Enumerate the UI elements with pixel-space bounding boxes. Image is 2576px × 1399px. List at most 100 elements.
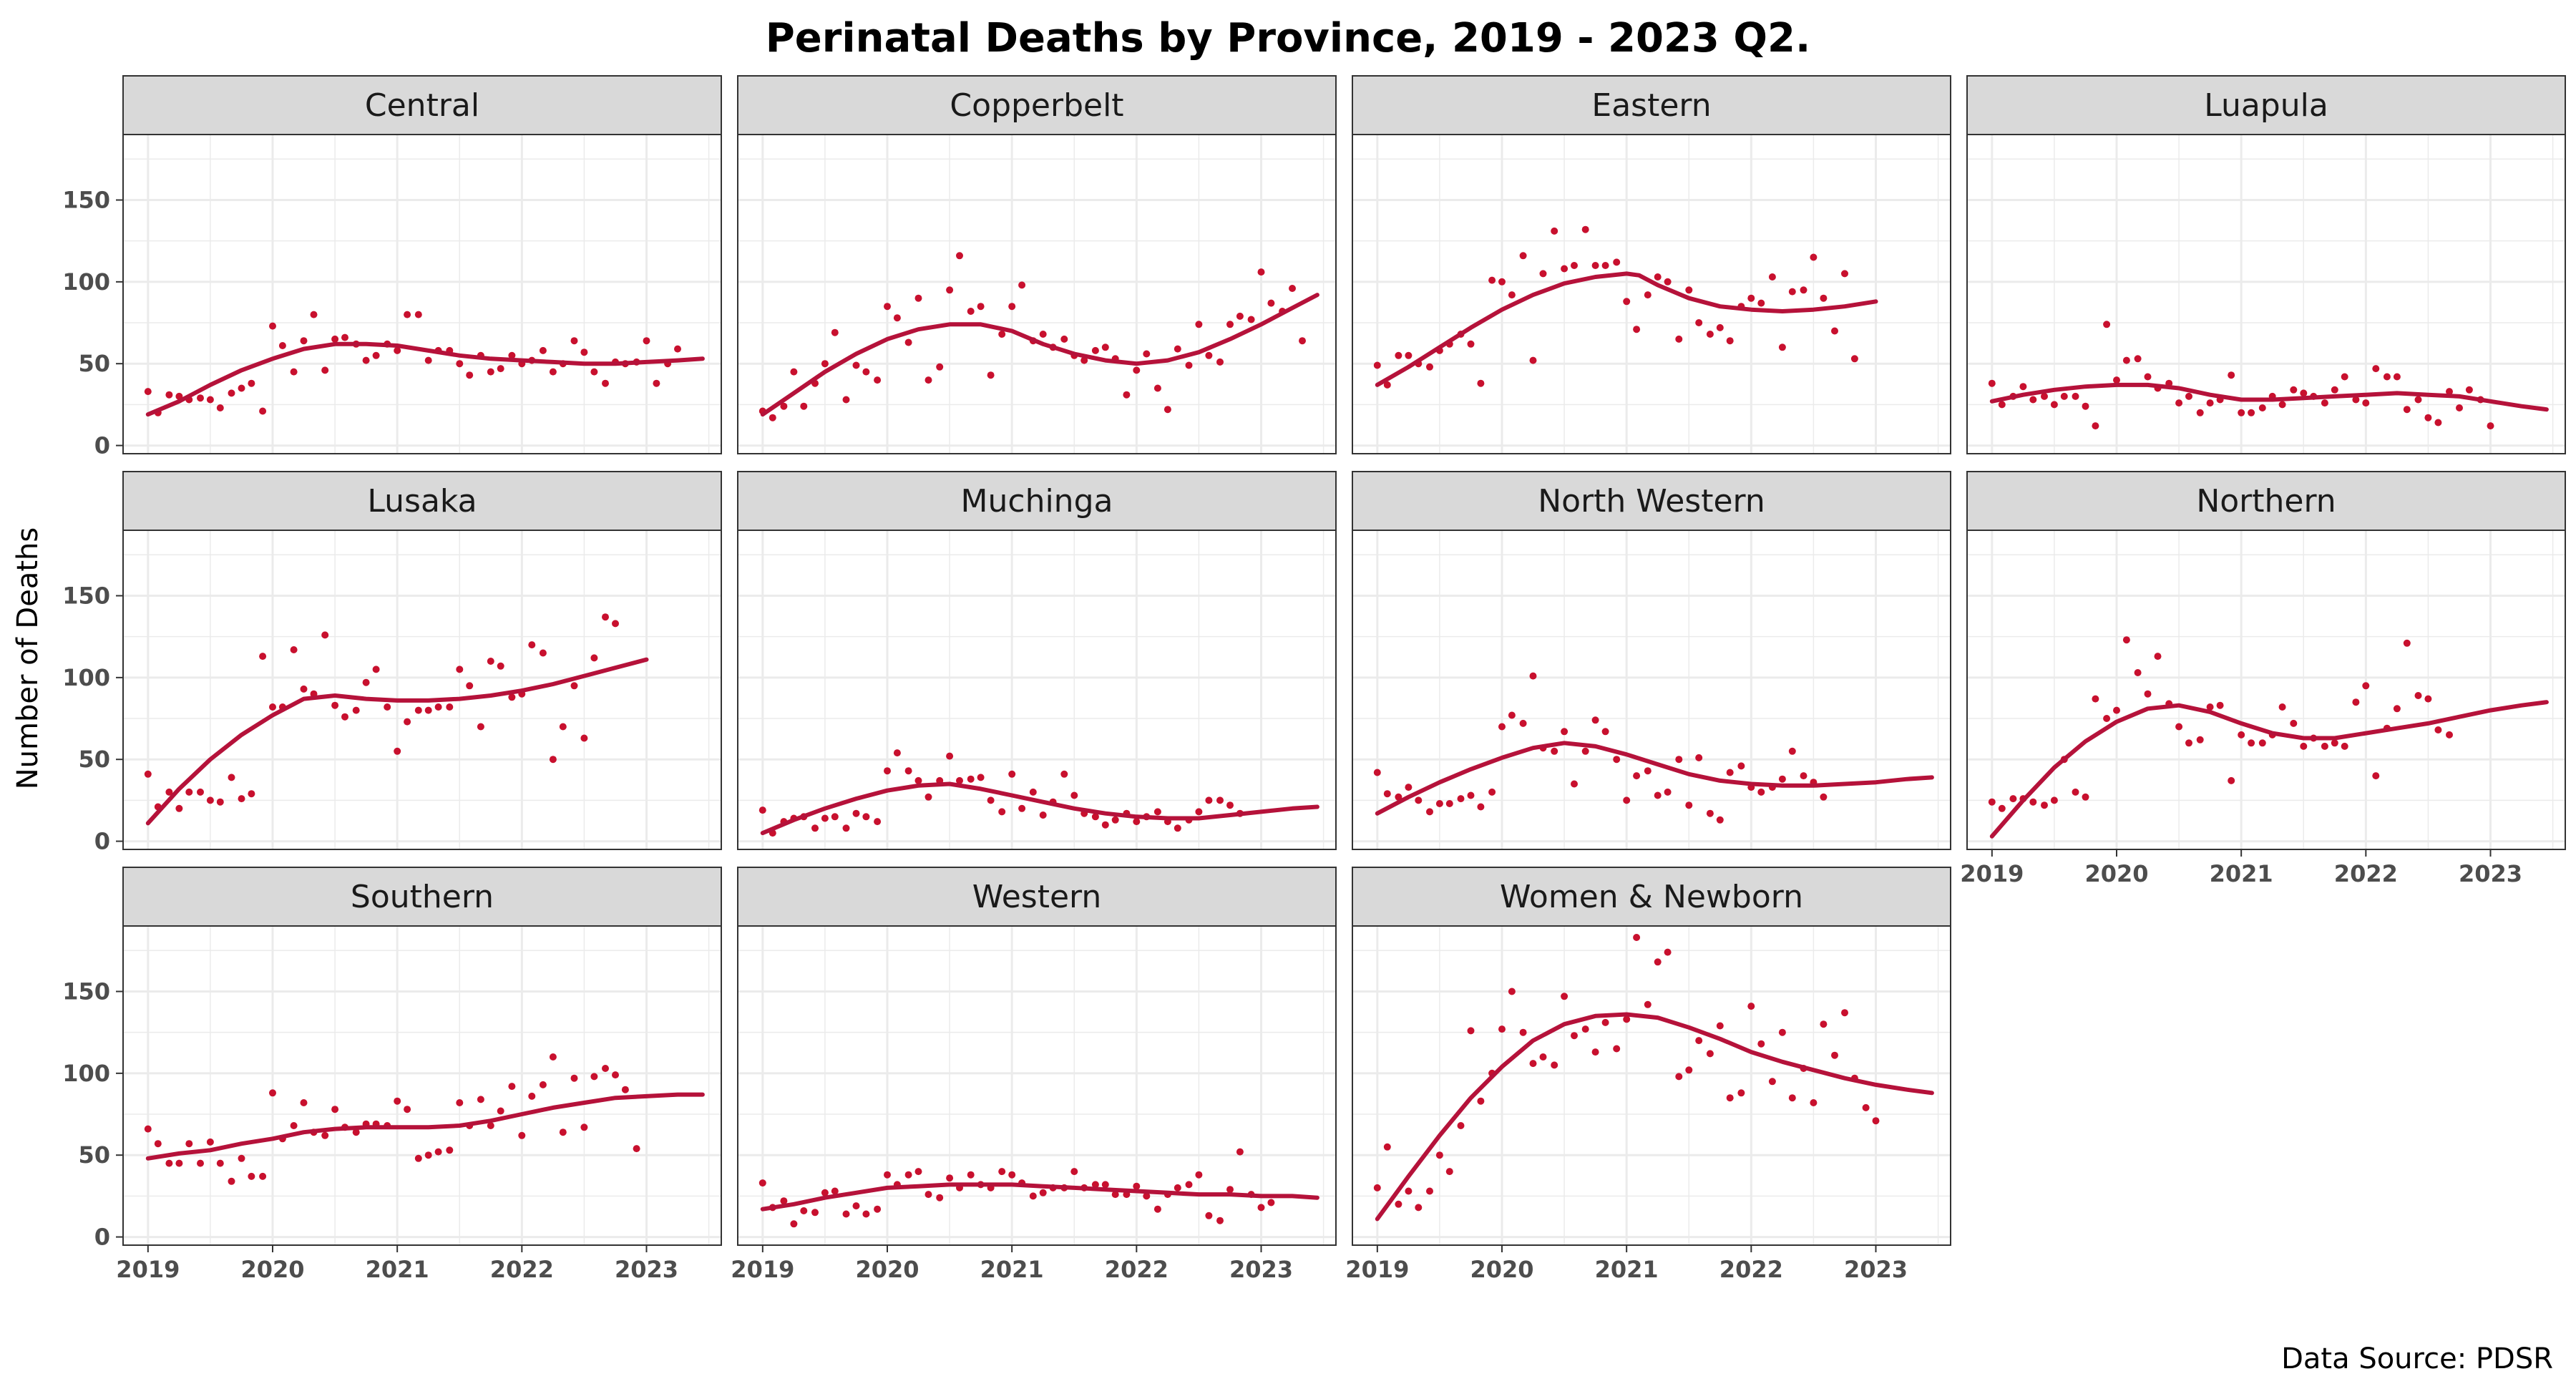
data-point (1810, 1099, 1818, 1106)
data-point (2383, 373, 2391, 381)
data-point (331, 335, 339, 343)
data-point (2092, 422, 2099, 430)
data-point (2072, 392, 2079, 400)
data-point (528, 1092, 536, 1100)
data-point (1373, 769, 1381, 776)
data-point (154, 1140, 162, 1148)
data-point (165, 1159, 173, 1167)
data-point (998, 331, 1006, 338)
data-point (1008, 770, 1016, 778)
data-point (228, 774, 235, 781)
data-point (1539, 270, 1547, 278)
data-point (1529, 1060, 1537, 1068)
data-point (780, 1197, 788, 1205)
data-point (248, 1172, 255, 1180)
data-point (842, 824, 850, 832)
data-point (2362, 399, 2370, 407)
data-point (1778, 343, 1786, 351)
data-point (1133, 366, 1141, 374)
data-source-caption: Data Source: PDSR (2281, 1342, 2553, 1375)
data-point (1675, 1073, 1683, 1081)
panel-background (1352, 926, 1951, 1245)
data-point (1581, 1025, 1589, 1033)
data-point (2403, 639, 2411, 647)
data-point (2050, 401, 2058, 409)
data-point (842, 396, 850, 404)
data-point (1633, 326, 1641, 333)
data-point (1133, 818, 1141, 826)
data-point (1029, 788, 1037, 796)
data-point (612, 620, 619, 628)
data-point (2228, 776, 2235, 784)
x-tick-label: 2021 (980, 1256, 1044, 1283)
data-point (424, 356, 432, 364)
data-point (321, 366, 329, 374)
data-point (1426, 808, 1433, 816)
data-point (790, 1220, 798, 1228)
data-point (559, 723, 567, 731)
data-point (2122, 636, 2130, 644)
data-point (1174, 824, 1181, 832)
data-point (1788, 747, 1796, 755)
data-point (269, 703, 276, 711)
data-point (2009, 795, 2017, 803)
data-point (914, 294, 922, 302)
data-point (1405, 784, 1413, 791)
data-point (269, 1089, 276, 1097)
data-point (1737, 1089, 1745, 1097)
x-tick-label: 2021 (2210, 860, 2273, 887)
data-point (2278, 401, 2286, 409)
data-point (1778, 1028, 1786, 1036)
data-point (590, 368, 598, 376)
data-point (2393, 373, 2401, 381)
strip-label: Western (972, 879, 1101, 915)
data-point (1039, 811, 1047, 819)
x-tick-label: 2020 (855, 1256, 919, 1283)
x-tick-label: 2022 (2334, 860, 2398, 887)
y-tick-label: 50 (78, 1141, 110, 1169)
data-point (1561, 993, 1568, 1000)
data-point (331, 701, 339, 709)
data-point (1257, 1204, 1265, 1212)
data-point (1998, 804, 2006, 812)
data-point (580, 1123, 588, 1131)
data-point (2206, 703, 2214, 711)
data-point (1153, 1205, 1161, 1213)
trend-line (760, 781, 1319, 836)
trend-line (1375, 1012, 1934, 1222)
data-point (1498, 723, 1506, 731)
data-point (549, 368, 557, 376)
data-point (1571, 780, 1578, 788)
x-tick-label: 2019 (1960, 860, 2024, 887)
data-point (1299, 337, 1306, 345)
data-point (2331, 386, 2338, 394)
x-tick-label: 2023 (1229, 1256, 1293, 1283)
data-point (2103, 715, 2111, 722)
data-point (1163, 406, 1171, 414)
facet-panels: Central 0 50 100 150 Copperbelt Eastern Luapula… (62, 75, 2566, 1283)
data-point (580, 734, 588, 742)
data-point (1457, 795, 1465, 803)
data-point (1226, 321, 1234, 328)
data-point (2113, 376, 2120, 384)
data-point (446, 703, 454, 711)
data-point (862, 368, 870, 376)
data-point (1561, 265, 1568, 273)
y-tick-label: 50 (78, 350, 110, 377)
data-point (248, 790, 255, 798)
data-point (497, 365, 504, 373)
data-point (424, 706, 432, 714)
data-point (487, 368, 494, 376)
data-point (290, 368, 298, 376)
data-point (1143, 1192, 1151, 1200)
data-point (185, 1140, 193, 1148)
data-point (790, 368, 798, 376)
y-tick-label: 150 (62, 582, 110, 609)
data-point (1831, 1051, 1838, 1059)
data-point (800, 1207, 808, 1214)
data-point (2238, 409, 2245, 416)
data-point (300, 337, 308, 345)
data-point (1810, 253, 1818, 261)
data-point (1226, 1186, 1234, 1194)
data-point (821, 814, 829, 822)
